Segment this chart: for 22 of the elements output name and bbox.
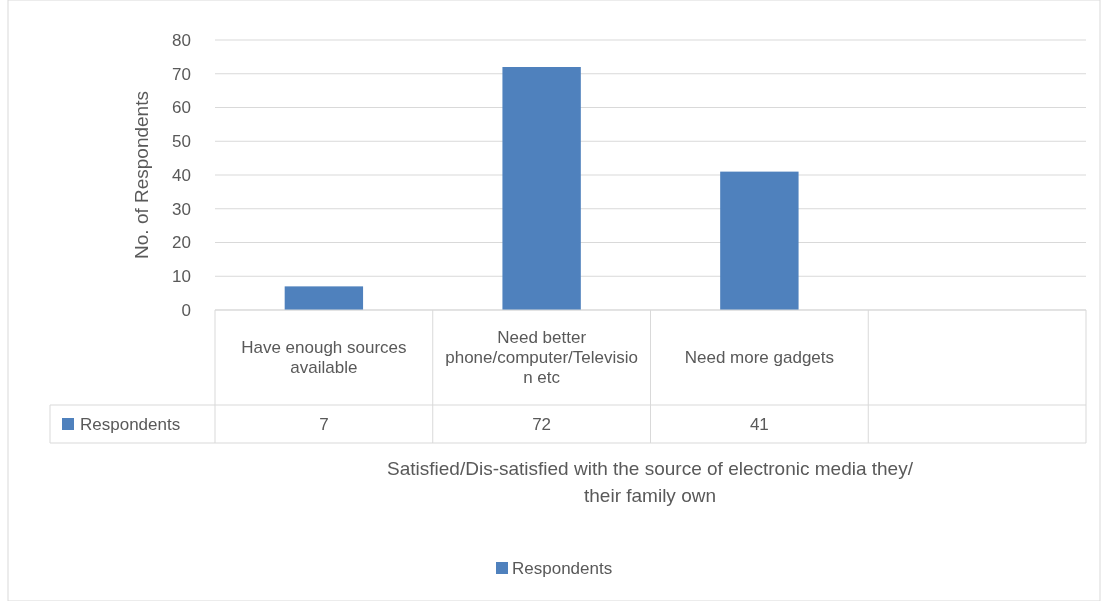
bar xyxy=(284,286,364,310)
y-tick-label: 10 xyxy=(172,267,191,287)
y-tick-label: 0 xyxy=(181,300,191,320)
x-tick-label: Have enough sources available xyxy=(241,338,407,378)
text: Respondents xyxy=(512,558,613,578)
y-tick-label: 60 xyxy=(172,98,191,118)
x-tick-label: Need better phone/computer/Television etc xyxy=(445,328,639,388)
bar xyxy=(502,67,581,310)
y-axis-title: No. of Respondents xyxy=(131,91,152,259)
y-tick-label: 50 xyxy=(172,132,191,152)
x-axis-title: Satisfied/Dis-satisfied with the source of electronic media they/ their family own xyxy=(387,458,914,506)
y-tick-label: 70 xyxy=(172,64,191,84)
y-tick-label: 30 xyxy=(172,199,191,219)
legend-label: Respondents xyxy=(80,414,181,434)
data-label: 41 xyxy=(749,414,769,434)
y-tick-label: 80 xyxy=(172,30,191,50)
bar xyxy=(720,171,799,310)
y-tick-label: 20 xyxy=(172,233,191,253)
y-tick-label: 40 xyxy=(172,165,191,185)
data-label: 72 xyxy=(532,414,552,434)
data-label: 7 xyxy=(319,414,329,434)
x-tick-label: Need more gadgets xyxy=(684,348,835,368)
